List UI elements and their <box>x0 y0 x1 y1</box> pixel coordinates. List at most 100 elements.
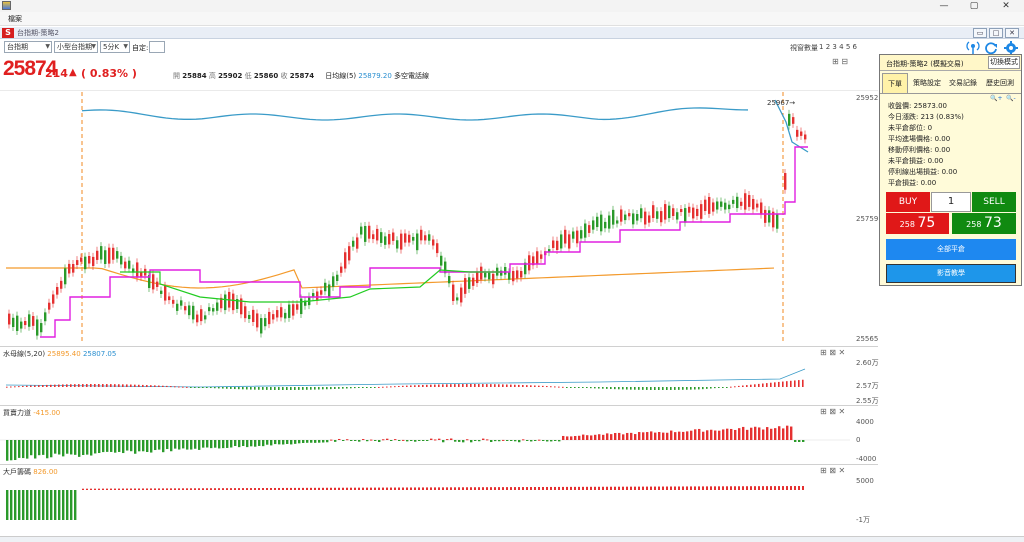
maximize-button[interactable]: ▢ <box>969 1 979 11</box>
doc-maximize-button[interactable]: □ <box>989 28 1003 38</box>
pane2-bar <box>678 431 681 440</box>
candle <box>784 173 787 190</box>
candle <box>792 117 795 124</box>
pane3-bar <box>290 487 292 490</box>
pane1-line <box>5 368 806 388</box>
buy-button[interactable]: BUY <box>886 192 930 212</box>
pane1-bar <box>758 383 760 387</box>
main-pane-tools[interactable]: ⊞ ⊟ <box>832 57 848 66</box>
layout-option-5[interactable]: 5 <box>845 43 851 51</box>
candle <box>464 278 467 294</box>
candle <box>676 212 679 220</box>
candle <box>432 239 435 246</box>
sell-button[interactable]: SELL <box>972 192 1016 212</box>
close-all-button[interactable]: 全部平倉 <box>886 239 1016 260</box>
bid-price-button[interactable]: 258 75 <box>886 213 949 234</box>
tab-strategy-settings[interactable]: 策略設定 <box>913 79 941 87</box>
close-button[interactable]: ✕ <box>1002 1 1010 11</box>
pane2-chart[interactable] <box>0 416 850 464</box>
pane2-bar <box>138 440 141 452</box>
pane3-bar <box>118 488 120 490</box>
zoom-out-icon[interactable]: 🔍- <box>1006 95 1016 102</box>
candle <box>740 201 743 206</box>
pane3-bar <box>190 488 192 490</box>
candle <box>624 214 627 221</box>
pane3-bar <box>390 487 392 490</box>
layout-option-1[interactable]: 1 <box>819 43 824 51</box>
refresh-icon[interactable] <box>984 41 998 55</box>
pane1-bar <box>710 387 712 389</box>
pane1-bar <box>94 384 96 387</box>
pane2-bar <box>342 440 345 441</box>
candle <box>8 313 11 325</box>
pane3-bar <box>750 486 752 490</box>
candle <box>20 321 23 329</box>
pane2-bar <box>178 440 181 450</box>
pane1-bar <box>438 384 440 387</box>
pane3-bar <box>466 487 468 490</box>
candle <box>440 255 443 266</box>
tab-trade-log[interactable]: 交易記錄 <box>949 79 977 87</box>
layout-option-6[interactable]: 6 <box>852 43 857 51</box>
pane1-chart[interactable] <box>0 357 850 405</box>
tab-backtest[interactable]: 歷史回測 <box>986 79 1014 87</box>
pane3-bar <box>678 486 680 490</box>
pane1-bar <box>514 384 516 387</box>
pane2-bar <box>106 440 109 452</box>
layout-option-3[interactable]: 3 <box>832 43 837 51</box>
main-price-chart[interactable] <box>0 92 878 344</box>
pane2-bar <box>218 440 221 449</box>
pane1-bar <box>510 384 512 387</box>
symbol-select[interactable]: 台指期 ▼ <box>4 41 52 53</box>
doc-restore-button[interactable]: ▭ <box>973 28 987 38</box>
candle <box>596 216 599 228</box>
open-value: 25884 <box>182 72 207 80</box>
pane2-bar <box>442 440 445 443</box>
pane3-tools[interactable]: ⊞ ⊠ ✕ <box>820 466 846 475</box>
pane1-bar <box>630 387 632 390</box>
candle <box>68 263 71 274</box>
layout-option-4[interactable]: 4 <box>839 43 844 51</box>
tab-order[interactable]: 下單 <box>882 73 908 93</box>
pane2-bar <box>778 426 781 440</box>
sub-symbol-select[interactable]: 小型台指期 ▼ <box>54 41 98 53</box>
pane3-bar <box>334 487 336 490</box>
pane2-bar <box>14 440 17 461</box>
pane3-bar <box>178 488 180 490</box>
pane2-bar <box>674 432 677 440</box>
pane3-bar <box>350 487 352 490</box>
mode-switch-button[interactable]: 切換模式 <box>988 56 1020 69</box>
zoom-in-icon[interactable]: 🔍+ <box>990 95 1003 102</box>
pane1-bar <box>398 385 400 387</box>
pane2-bar <box>402 439 405 441</box>
menu-file[interactable]: 檔案 <box>8 15 22 23</box>
quantity-input[interactable]: 1 <box>931 192 971 212</box>
pane1-bar <box>90 384 92 387</box>
candle <box>760 202 763 215</box>
doc-close-button[interactable]: ✕ <box>1005 28 1019 38</box>
pane1-bar <box>350 387 352 389</box>
candle <box>128 260 131 269</box>
broadcast-icon[interactable] <box>966 41 980 55</box>
layout-option-2[interactable]: 2 <box>825 43 831 51</box>
pane1-tools[interactable]: ⊞ ⊠ ✕ <box>820 348 846 357</box>
interval-select[interactable]: 5分K ▼ <box>100 41 130 53</box>
candle <box>424 235 427 241</box>
pane2-tools[interactable]: ⊞ ⊠ ✕ <box>820 407 846 416</box>
minimize-button[interactable]: — <box>939 1 949 11</box>
pane2-bar <box>546 440 549 442</box>
symbol-select-value: 台指期 <box>7 43 28 51</box>
pane2-bar <box>698 428 701 440</box>
pane1-bar <box>294 387 296 390</box>
settings-gear-icon[interactable] <box>1004 41 1018 55</box>
pane2-bar <box>766 427 769 440</box>
video-tutorial-button[interactable]: 影音教學 <box>886 264 1016 283</box>
custom-input[interactable] <box>149 41 165 53</box>
pane3-bar <box>274 487 276 490</box>
pane3-bar <box>726 486 728 490</box>
ask-price-button[interactable]: 258 73 <box>952 213 1016 234</box>
candle <box>360 226 363 235</box>
candle <box>372 234 375 240</box>
candle <box>340 266 343 273</box>
pane3-chart[interactable] <box>0 475 850 535</box>
